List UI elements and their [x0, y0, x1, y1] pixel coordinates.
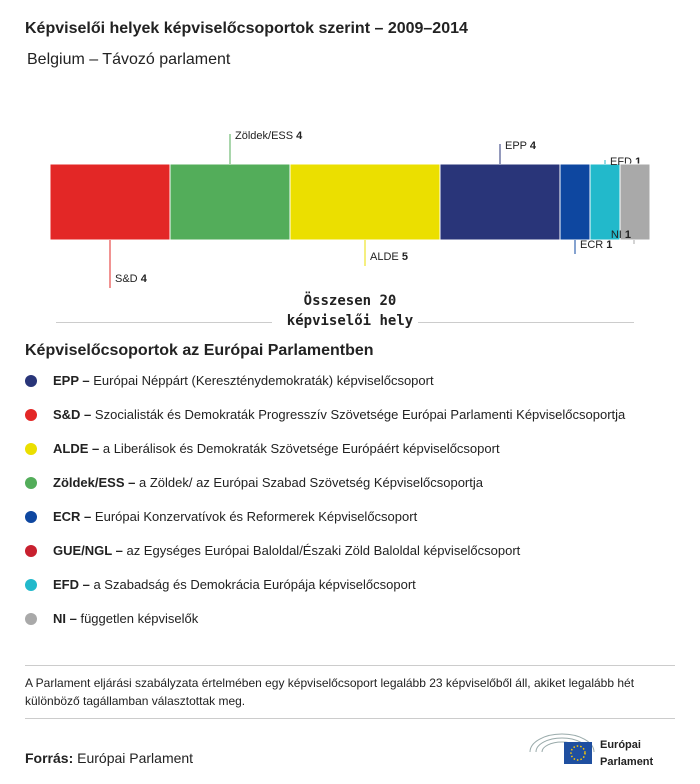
source-label: Forrás:: [25, 750, 74, 766]
legend-label: EFD –: [53, 577, 90, 592]
legend-label: GUE/NGL –: [53, 543, 123, 558]
segment-label: ECR 1: [580, 239, 612, 251]
legend-dot: [25, 511, 37, 523]
segment-value: 5: [402, 251, 408, 263]
bar-segment: [439, 163, 561, 241]
total-label: Összesen 20 képviselői hely: [286, 293, 414, 329]
segment-name: EPP: [505, 140, 527, 152]
separator: [418, 322, 634, 323]
legend-label: EPP –: [53, 373, 90, 388]
legend-text: a Liberálisok és Demokraták Szövetsége E…: [102, 441, 500, 456]
segment-name: NI: [611, 229, 622, 241]
legend-item: S&D – Szocialisták és Demokraták Progres…: [25, 405, 625, 425]
separator: [56, 322, 272, 323]
legend-label: Zöldek/ESS –: [53, 475, 136, 490]
legend-item: Zöldek/ESS – a Zöldek/ az Európai Szabad…: [25, 473, 483, 493]
legend-text: Európai Néppárt (Kereszténydemokraták) k…: [93, 373, 434, 388]
legend-text: Szocialisták és Demokraták Progresszív S…: [94, 407, 626, 422]
logo-text: Parlament: [600, 756, 654, 768]
title: Képviselői helyek képviselőcsoportok sze…: [25, 20, 468, 37]
legend-label: NI –: [53, 611, 77, 626]
segment-value: 4: [141, 273, 148, 285]
bar-segment: [289, 163, 441, 241]
legend-dot: [25, 409, 37, 421]
legend-label: ECR –: [53, 509, 92, 524]
segment-value: 4: [530, 140, 537, 152]
logo: Európai Parlament: [529, 733, 654, 768]
legend-text: a Szabadság és Demokrácia Európája képvi…: [93, 577, 416, 592]
bar-segment: [169, 163, 291, 241]
segment-name: S&D: [115, 273, 138, 285]
legend-text: az Egységes Európai Baloldal/Északi Zöld…: [126, 543, 521, 558]
bar-segment: [559, 163, 591, 241]
segment-value: 1: [635, 156, 641, 168]
segment-name: ALDE: [370, 251, 399, 263]
legend-dot: [25, 443, 37, 455]
subtitle: Belgium – Távozó parlament: [27, 51, 231, 68]
legend-text: a Zöldek/ az Európai Szabad Szövetség Ké…: [139, 475, 483, 490]
segment-name: ECR: [580, 239, 603, 251]
legend-label: S&D –: [53, 407, 92, 422]
segment-label: S&D 4: [115, 273, 148, 285]
legend-item: ALDE – a Liberálisok és Demokraták Szöve…: [25, 439, 500, 459]
source-text: Európai Parlament: [77, 750, 194, 766]
legend-item: ECR – Európai Konzervatívok és Reformere…: [25, 507, 417, 527]
bar-segment: [619, 163, 651, 241]
segment-label: Zöldek/ESS 4: [235, 130, 303, 142]
legend-dot: [25, 375, 37, 387]
legend-item: EPP – Európai Néppárt (Kereszténydemokra…: [25, 371, 434, 391]
segment-value: 4: [296, 130, 303, 142]
legend-dot: [25, 613, 37, 625]
legend-text: független képviselők: [80, 611, 199, 626]
legend-title: Képviselőcsoportok az Európai Parlamentb…: [25, 342, 374, 359]
segment-label: NI 1: [611, 229, 631, 241]
logo-text: Európai: [600, 739, 641, 751]
segment-name: Zöldek/ESS: [235, 130, 293, 142]
legend-dot: [25, 579, 37, 591]
legend-dot: [25, 477, 37, 489]
segment-value: 1: [625, 229, 631, 241]
divider: [25, 665, 675, 666]
bar-segment: [49, 163, 171, 241]
footnote: A Parlament eljárási szabályzata értelmé…: [25, 676, 635, 708]
segment-value: 1: [606, 239, 612, 251]
divider: [25, 718, 675, 719]
legend-label: ALDE –: [53, 441, 100, 456]
source: Forrás: Európai Parlament: [25, 750, 193, 766]
legend-item: NI – független képviselők: [25, 609, 198, 629]
legend-item: GUE/NGL – az Egységes Európai Baloldal/É…: [25, 541, 520, 561]
segment-label: ALDE 5: [370, 251, 408, 263]
legend-item: EFD – a Szabadság és Demokrácia Európája…: [25, 575, 416, 595]
legend-text: Európai Konzervatívok és Reformerek Képv…: [94, 509, 418, 524]
segment-label: EPP 4: [505, 140, 537, 152]
legend-dot: [25, 545, 37, 557]
